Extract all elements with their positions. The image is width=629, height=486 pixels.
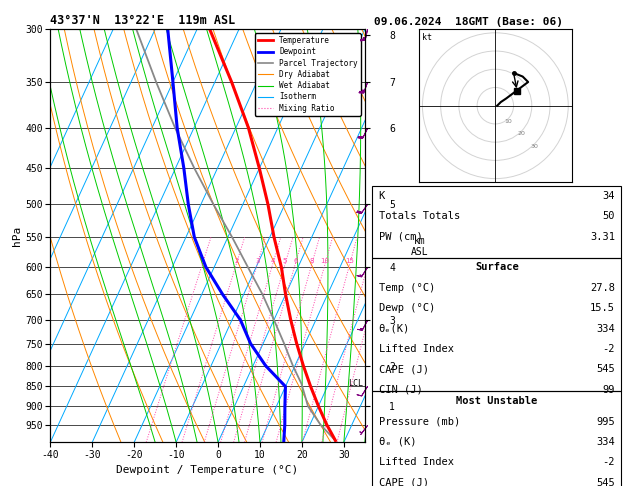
Text: Most Unstable: Most Unstable bbox=[456, 396, 538, 406]
Text: θₑ(K): θₑ(K) bbox=[379, 324, 410, 334]
Text: 09.06.2024  18GMT (Base: 06): 09.06.2024 18GMT (Base: 06) bbox=[374, 17, 563, 27]
Y-axis label: hPa: hPa bbox=[13, 226, 22, 246]
Text: 34: 34 bbox=[603, 191, 615, 201]
Text: -2: -2 bbox=[603, 457, 615, 468]
Text: 545: 545 bbox=[596, 478, 615, 486]
Text: 30: 30 bbox=[530, 144, 538, 149]
Text: Lifted Index: Lifted Index bbox=[379, 457, 454, 468]
Text: CAPE (J): CAPE (J) bbox=[379, 478, 428, 486]
Text: K: K bbox=[379, 191, 385, 201]
Legend: Temperature, Dewpoint, Parcel Trajectory, Dry Adiabat, Wet Adiabat, Isotherm, Mi: Temperature, Dewpoint, Parcel Trajectory… bbox=[255, 33, 361, 116]
Text: 334: 334 bbox=[596, 324, 615, 334]
Text: 5: 5 bbox=[283, 258, 287, 264]
Text: Totals Totals: Totals Totals bbox=[379, 211, 460, 222]
X-axis label: Dewpoint / Temperature (°C): Dewpoint / Temperature (°C) bbox=[116, 466, 299, 475]
Text: 545: 545 bbox=[596, 364, 615, 375]
Text: 6: 6 bbox=[293, 258, 298, 264]
Text: 20: 20 bbox=[517, 132, 525, 137]
Text: PW (cm): PW (cm) bbox=[379, 232, 423, 242]
Text: 8: 8 bbox=[309, 258, 314, 264]
Y-axis label: km
ASL: km ASL bbox=[411, 236, 429, 257]
Text: Temp (°C): Temp (°C) bbox=[379, 283, 435, 293]
Text: -2: -2 bbox=[603, 344, 615, 354]
Text: Lifted Index: Lifted Index bbox=[379, 344, 454, 354]
Text: 15.5: 15.5 bbox=[590, 303, 615, 313]
Text: Pressure (mb): Pressure (mb) bbox=[379, 417, 460, 427]
Text: 1: 1 bbox=[200, 258, 204, 264]
Text: 334: 334 bbox=[596, 437, 615, 447]
Text: 2: 2 bbox=[234, 258, 238, 264]
Text: 4: 4 bbox=[270, 258, 275, 264]
Text: θₑ (K): θₑ (K) bbox=[379, 437, 416, 447]
Text: 995: 995 bbox=[596, 417, 615, 427]
Text: 50: 50 bbox=[603, 211, 615, 222]
Text: Surface: Surface bbox=[475, 262, 519, 273]
Text: CIN (J): CIN (J) bbox=[379, 385, 423, 395]
Text: Dewp (°C): Dewp (°C) bbox=[379, 303, 435, 313]
Text: LCL: LCL bbox=[348, 379, 364, 388]
Text: CAPE (J): CAPE (J) bbox=[379, 364, 428, 375]
Text: kt: kt bbox=[423, 33, 433, 42]
Text: 99: 99 bbox=[603, 385, 615, 395]
Text: 3.31: 3.31 bbox=[590, 232, 615, 242]
Text: 43°37'N  13°22'E  119m ASL: 43°37'N 13°22'E 119m ASL bbox=[50, 14, 236, 27]
Text: 10: 10 bbox=[504, 119, 512, 123]
Text: 15: 15 bbox=[345, 258, 354, 264]
Text: 3: 3 bbox=[255, 258, 260, 264]
Text: 27.8: 27.8 bbox=[590, 283, 615, 293]
Text: 10: 10 bbox=[321, 258, 330, 264]
